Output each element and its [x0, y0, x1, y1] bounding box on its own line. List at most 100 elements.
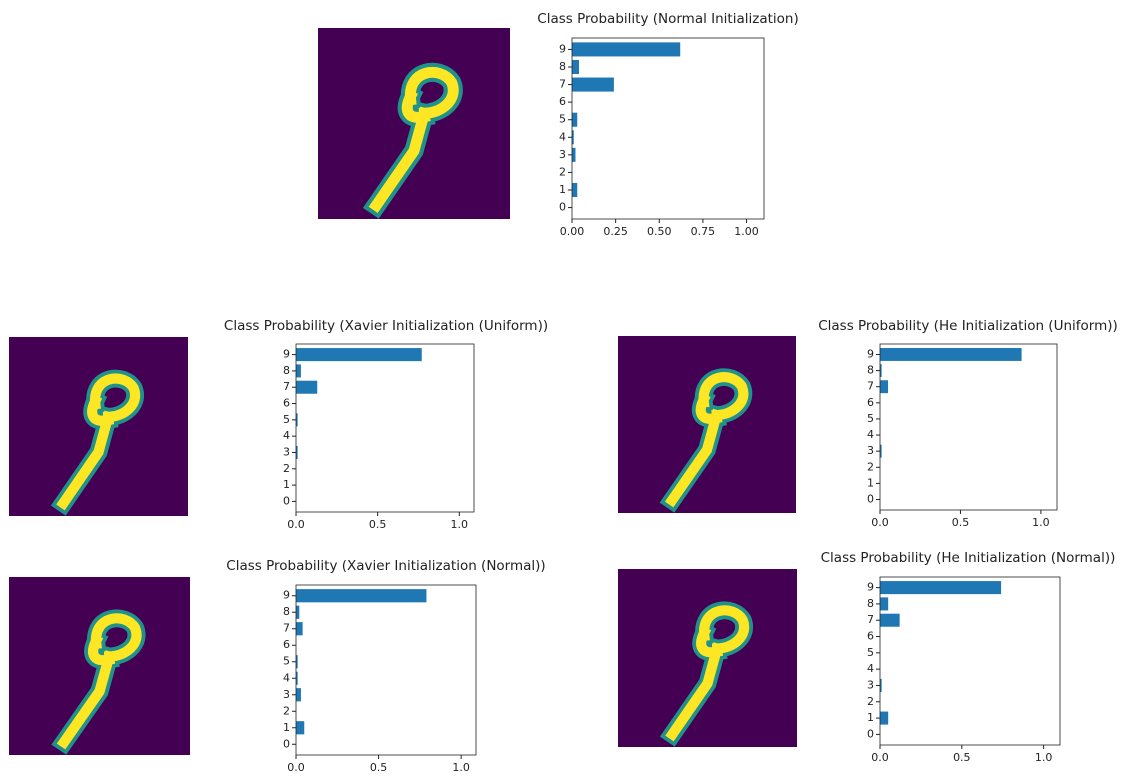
chart-title: Class Probability (Xavier Initialization… — [224, 318, 548, 334]
bar — [572, 113, 577, 127]
y-tick-label: 8 — [559, 60, 566, 73]
y-tick-label: 9 — [867, 347, 874, 360]
x-tick-label: 0.5 — [369, 518, 387, 531]
x-tick-label: 0.75 — [691, 225, 716, 238]
y-tick-label: 7 — [283, 380, 290, 393]
y-tick-label: 0 — [867, 727, 874, 740]
bar — [880, 597, 888, 610]
digit-image — [9, 577, 190, 755]
y-tick-label: 2 — [559, 165, 566, 178]
chart-title: Class Probability (He Initialization (Un… — [818, 318, 1118, 334]
bar — [296, 606, 299, 619]
plot-frame — [880, 577, 1060, 745]
y-tick-label: 9 — [867, 581, 874, 594]
bar — [880, 614, 900, 627]
y-tick-label: 3 — [867, 444, 874, 457]
bar — [296, 589, 426, 602]
y-tick-label: 2 — [867, 695, 874, 708]
x-tick-label: 0.0 — [287, 761, 305, 774]
y-tick-label: 6 — [283, 397, 290, 410]
x-tick-label: 1.0 — [1032, 516, 1050, 529]
y-tick-label: 3 — [283, 445, 290, 458]
bar — [880, 712, 888, 725]
x-tick-label: 1.0 — [452, 761, 470, 774]
x-tick-label: 0.50 — [647, 225, 672, 238]
x-tick-label: 0.25 — [603, 225, 628, 238]
y-tick-label: 8 — [867, 364, 874, 377]
y-tick-label: 8 — [283, 364, 290, 377]
x-tick-label: 1.0 — [451, 518, 469, 531]
y-tick-label: 1 — [867, 711, 874, 724]
y-tick-label: 6 — [867, 396, 874, 409]
y-tick-label: 3 — [283, 688, 290, 701]
y-tick-label: 9 — [559, 42, 566, 55]
plot-frame — [296, 344, 474, 512]
digit-image — [618, 569, 797, 747]
y-tick-label: 4 — [559, 130, 566, 143]
y-tick-label: 3 — [559, 148, 566, 161]
bar — [572, 42, 680, 56]
y-tick-label: 5 — [867, 646, 874, 659]
x-tick-label: 1.0 — [1035, 751, 1053, 764]
bar — [296, 622, 303, 635]
bar — [572, 183, 577, 197]
y-tick-label: 2 — [283, 462, 290, 475]
y-tick-label: 5 — [559, 113, 566, 126]
y-tick-label: 2 — [283, 704, 290, 717]
bar — [880, 581, 1001, 594]
x-tick-label: 0.0 — [871, 751, 889, 764]
x-tick-label: 0.00 — [560, 225, 585, 238]
bar — [296, 364, 301, 377]
bar — [296, 721, 304, 734]
y-tick-label: 1 — [867, 476, 874, 489]
y-tick-label: 0 — [283, 494, 290, 507]
bar — [572, 148, 575, 162]
y-tick-label: 1 — [283, 721, 290, 734]
y-tick-label: 0 — [283, 737, 290, 750]
y-tick-label: 1 — [283, 478, 290, 491]
y-tick-label: 6 — [283, 638, 290, 651]
chart-title: Class Probability (Normal Initialization… — [537, 11, 798, 27]
bar — [880, 380, 888, 393]
y-tick-label: 0 — [867, 493, 874, 506]
y-tick-label: 9 — [283, 589, 290, 602]
digit-image — [9, 337, 188, 516]
y-tick-label: 3 — [867, 678, 874, 691]
digit-image — [318, 28, 510, 219]
y-tick-label: 4 — [283, 429, 290, 442]
bar — [296, 688, 301, 701]
y-tick-label: 1 — [559, 183, 566, 196]
y-tick-label: 7 — [559, 78, 566, 91]
y-tick-label: 4 — [867, 662, 874, 675]
x-tick-label: 0.0 — [287, 518, 305, 531]
y-tick-label: 4 — [867, 428, 874, 441]
y-tick-label: 2 — [867, 460, 874, 473]
y-tick-label: 7 — [867, 380, 874, 393]
y-tick-label: 9 — [283, 348, 290, 361]
y-tick-label: 8 — [867, 597, 874, 610]
bar — [296, 381, 317, 394]
y-tick-label: 7 — [283, 622, 290, 635]
y-tick-label: 8 — [283, 605, 290, 618]
bar — [572, 60, 579, 74]
y-tick-label: 0 — [559, 201, 566, 214]
x-tick-label: 0.5 — [952, 516, 970, 529]
y-tick-label: 5 — [283, 655, 290, 668]
y-tick-label: 6 — [867, 630, 874, 643]
digit-image — [618, 336, 796, 513]
bar — [572, 78, 614, 92]
bar — [296, 348, 422, 361]
y-tick-label: 5 — [283, 413, 290, 426]
chart-title: Class Probability (Xavier Initialization… — [226, 558, 545, 574]
x-tick-label: 0.0 — [871, 516, 889, 529]
plot-frame — [880, 344, 1057, 510]
plot-frame — [296, 585, 476, 755]
y-tick-label: 4 — [283, 671, 290, 684]
bar — [880, 348, 1022, 361]
x-tick-label: 0.5 — [370, 761, 388, 774]
x-tick-label: 1.00 — [734, 225, 759, 238]
figure: Class Probability (Normal Initialization… — [0, 0, 1135, 778]
x-tick-label: 0.5 — [953, 751, 971, 764]
y-tick-label: 6 — [559, 95, 566, 108]
y-tick-label: 7 — [867, 613, 874, 626]
